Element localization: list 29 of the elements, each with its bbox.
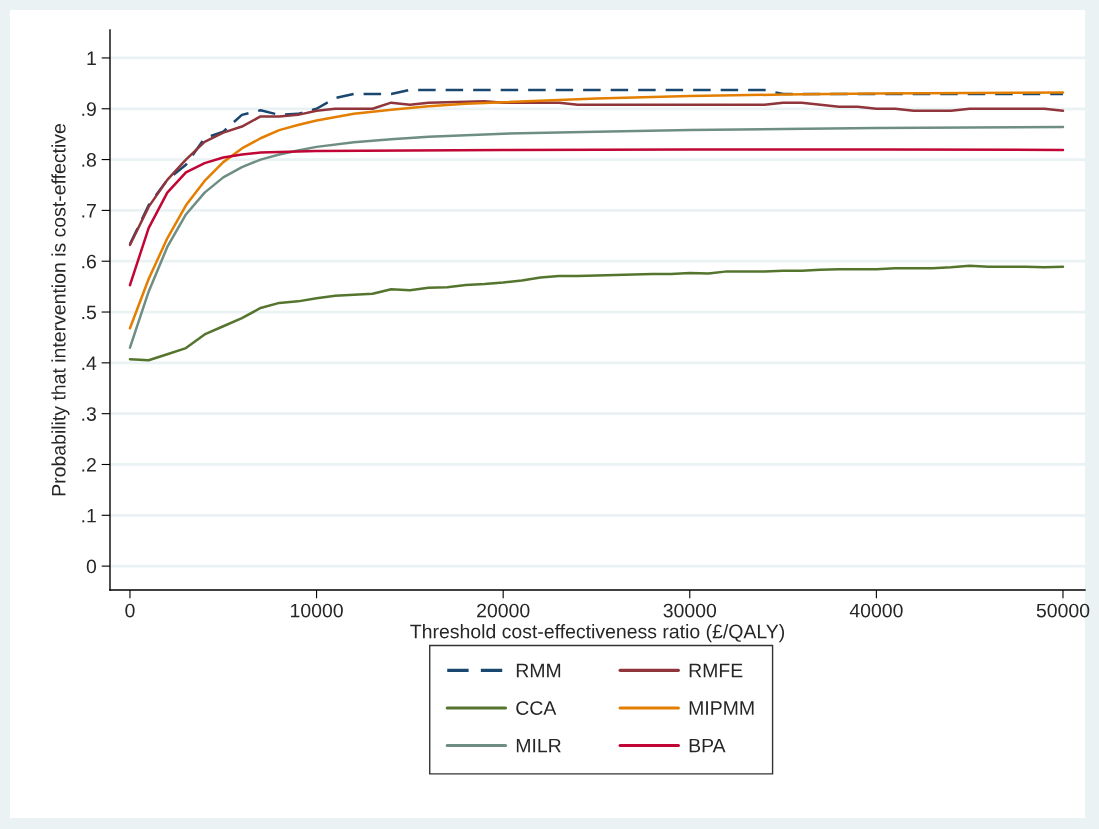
line-series <box>128 148 1065 287</box>
y-tick-label: .2 <box>82 457 96 472</box>
x-tick-label: 20000 <box>477 603 530 618</box>
y-tick-label: .3 <box>82 407 96 421</box>
x-axis-title: Threshold cost-effectiveness ratio (£/QALY) <box>410 624 784 643</box>
legend-label: MILR <box>516 738 561 753</box>
legend-label: BPA <box>689 738 726 753</box>
legend-label: MIPMM <box>689 701 754 715</box>
legend-label: CCA <box>516 701 557 715</box>
y-tick-label: .5 <box>82 305 96 320</box>
line-series <box>128 91 1065 330</box>
y-tick-label: 0 <box>86 559 97 574</box>
y-tick-label: .4 <box>82 356 97 370</box>
x-tick-label: 30000 <box>663 603 717 618</box>
legend-label: RMFE <box>689 663 743 678</box>
y-tick-label: .7 <box>82 204 96 218</box>
y-tick-label: .1 <box>82 508 96 523</box>
y-tick-label: .8 <box>82 153 96 167</box>
legend-label: RMM <box>516 663 561 678</box>
y-tick-label: .9 <box>82 102 96 116</box>
y-tick-label: .6 <box>82 254 96 269</box>
x-tick-label: 40000 <box>849 603 903 618</box>
y-tick-label: 1 <box>87 51 96 65</box>
x-tick-label: 10000 <box>291 603 343 618</box>
x-tick-label: 50000 <box>1036 603 1090 618</box>
line-series <box>128 264 1065 362</box>
x-tick-label: 0 <box>125 603 135 618</box>
y-axis-title: Probability that intervention is cost-effective <box>51 124 70 496</box>
line-series <box>128 125 1065 349</box>
